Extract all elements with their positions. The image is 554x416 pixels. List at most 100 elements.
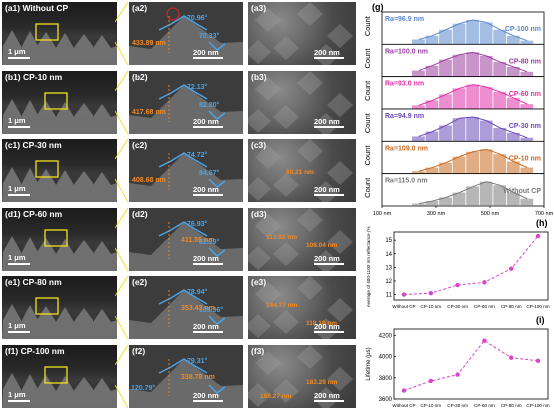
histogram-bar bbox=[506, 132, 520, 142]
pyramid-top bbox=[255, 213, 281, 238]
zoom-region-box bbox=[44, 91, 68, 110]
pyramid-top bbox=[273, 241, 299, 266]
pyramid-top bbox=[248, 108, 271, 133]
panel-label: (e3) bbox=[251, 277, 267, 287]
pyramid-profile bbox=[2, 160, 117, 202]
x-tick-label: CP-100 nm bbox=[526, 403, 549, 408]
sem-topview-panel: (e3) 144.77 nm 118.10 nm 200 nm bbox=[248, 276, 356, 339]
pyramid-face bbox=[129, 153, 243, 202]
histogram-bar bbox=[452, 192, 466, 206]
scalebar-line bbox=[193, 262, 223, 265]
pyramid-height-label: 411.55 nm bbox=[181, 236, 215, 244]
scalebar-line bbox=[314, 331, 344, 333]
scalebar-label: 200 nm bbox=[314, 48, 340, 57]
histogram-bar bbox=[439, 59, 452, 77]
angle-arc-bottom bbox=[208, 315, 226, 325]
y-tick-label: 13 bbox=[385, 265, 392, 271]
scalebar-label: 1 μm bbox=[8, 47, 26, 56]
histogram-bar bbox=[425, 167, 439, 174]
tip-highlight-circle bbox=[166, 7, 180, 21]
histogram-bar bbox=[479, 22, 493, 45]
pyramid-face bbox=[129, 16, 243, 65]
data-point bbox=[401, 388, 407, 393]
zoom-connector bbox=[115, 344, 129, 408]
topview-texture bbox=[248, 344, 353, 408]
pyramid-top bbox=[273, 104, 299, 129]
scalebar-label: 1 μm bbox=[8, 115, 26, 125]
data-point bbox=[482, 280, 487, 285]
pyramid-face bbox=[129, 84, 243, 134]
sem-crosssection-panel: (b1) CP-10 nm 1 μm bbox=[2, 70, 117, 134]
pyramid-top bbox=[255, 145, 281, 169]
histogram-bar bbox=[412, 136, 425, 142]
sem-crosssection-panel: (a1) Without CP 1 μm bbox=[2, 2, 117, 65]
roughness-label: Ra=93.0 nm bbox=[385, 81, 424, 88]
pyramid-face bbox=[129, 358, 243, 408]
pyramid-top bbox=[273, 173, 299, 197]
panel-g-label: (g) bbox=[372, 2, 384, 12]
series-line bbox=[403, 340, 539, 391]
pyramid-top bbox=[297, 2, 323, 26]
pyramid-top bbox=[313, 318, 339, 339]
panel-label: (b3) bbox=[251, 71, 267, 82]
valley-angle-label: 84.67° bbox=[199, 170, 220, 177]
histogram-bar bbox=[493, 29, 507, 45]
data-point bbox=[535, 358, 541, 364]
fit-curve bbox=[418, 148, 528, 172]
zoom-pyramid bbox=[129, 220, 243, 271]
panel-label: (d3) bbox=[251, 208, 267, 219]
zoom-connector-top bbox=[115, 207, 129, 228]
angle-arc-bottom bbox=[208, 178, 226, 188]
panel-label: (d1) CP-60 nm bbox=[5, 208, 63, 219]
lifetime-chart: 3600 3800 4000 4200 Lifetime (μs) Without CP C… bbox=[366, 328, 550, 408]
pyramid-top bbox=[313, 249, 339, 271]
angle-arc-top bbox=[158, 357, 208, 374]
pyramid-top bbox=[255, 8, 281, 32]
zoom-connector-bottom bbox=[115, 247, 129, 271]
scalebar-label: 1 μm bbox=[8, 252, 26, 262]
topview-texture bbox=[248, 70, 353, 134]
pyramid-top bbox=[327, 229, 353, 254]
histogram-bar bbox=[412, 171, 425, 174]
pyramid-top bbox=[297, 70, 323, 95]
zoom-connector bbox=[115, 2, 129, 66]
pyramid-height-label: 353.43 nm bbox=[181, 305, 215, 312]
apex-angle-label: 78.94° bbox=[187, 289, 208, 296]
series-name-label: CP-30 nm bbox=[509, 123, 541, 130]
feature-size-label: 160.27 nm bbox=[260, 392, 292, 400]
pyramid-silhouette bbox=[2, 167, 117, 202]
histogram-bar bbox=[412, 70, 425, 77]
sem-topview-panel: (b3) 200 nm bbox=[248, 70, 356, 134]
y-tick-label: 11 bbox=[386, 293, 393, 299]
zoom-pyramid bbox=[129, 83, 243, 134]
zoom-connector-top bbox=[115, 139, 129, 160]
angle-arc-bottom bbox=[208, 383, 226, 394]
histogram-bar bbox=[466, 20, 479, 45]
histogram-bar bbox=[493, 185, 507, 206]
pyramid-top bbox=[255, 76, 281, 101]
histogram-bar bbox=[425, 201, 439, 206]
histogram-bar bbox=[520, 104, 534, 109]
pyramid-top bbox=[273, 310, 299, 334]
panel-label: (b2) bbox=[132, 71, 148, 82]
feature-size-label: 80.21 nm bbox=[286, 169, 314, 176]
pyramid-top bbox=[313, 112, 339, 134]
fit-curve bbox=[418, 51, 528, 73]
pyramid-top bbox=[248, 382, 271, 407]
series-name-label: CP-100 nm bbox=[505, 26, 541, 33]
scalebar-line bbox=[193, 125, 223, 128]
pyramid-top bbox=[255, 350, 281, 375]
topview-texture bbox=[248, 276, 353, 339]
pyramid-top bbox=[297, 276, 323, 300]
pyramid-top bbox=[327, 298, 353, 322]
y-axis-label: Count bbox=[363, 112, 372, 133]
x-tick-label: CP-30 nm bbox=[447, 304, 468, 309]
scalebar-line bbox=[8, 194, 30, 196]
pyramid-profile bbox=[2, 91, 117, 134]
plot-frame bbox=[393, 328, 549, 400]
pyramid-top bbox=[248, 40, 271, 64]
panel-label: (e1) CP-80 nm bbox=[5, 277, 62, 287]
histogram-bar bbox=[506, 35, 520, 45]
histogram-bar bbox=[520, 71, 534, 77]
data-point bbox=[428, 291, 433, 296]
